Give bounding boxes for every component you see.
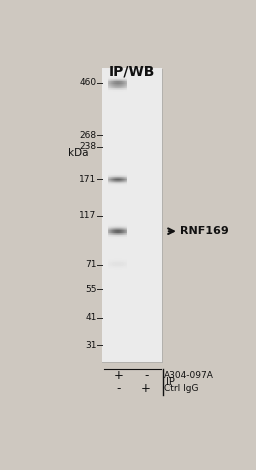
Text: 31: 31 (85, 341, 97, 350)
Text: 41: 41 (85, 313, 97, 322)
Text: IP: IP (166, 377, 175, 387)
Text: +: + (141, 382, 151, 395)
Text: 460: 460 (79, 78, 97, 87)
Text: +: + (113, 369, 123, 382)
Text: Ctrl IgG: Ctrl IgG (164, 384, 198, 393)
Text: RNF169: RNF169 (180, 226, 229, 236)
Text: 268: 268 (79, 131, 97, 140)
Text: kDa: kDa (68, 148, 89, 158)
Bar (102, 69, 162, 362)
Text: IP/WB: IP/WB (109, 64, 155, 78)
Text: 171: 171 (79, 174, 97, 184)
Text: 55: 55 (85, 285, 97, 294)
Text: -: - (144, 369, 148, 382)
Text: 71: 71 (85, 260, 97, 269)
Text: 238: 238 (79, 142, 97, 151)
Text: A304-097A: A304-097A (164, 371, 214, 380)
Text: -: - (116, 382, 121, 395)
Text: 117: 117 (79, 212, 97, 220)
